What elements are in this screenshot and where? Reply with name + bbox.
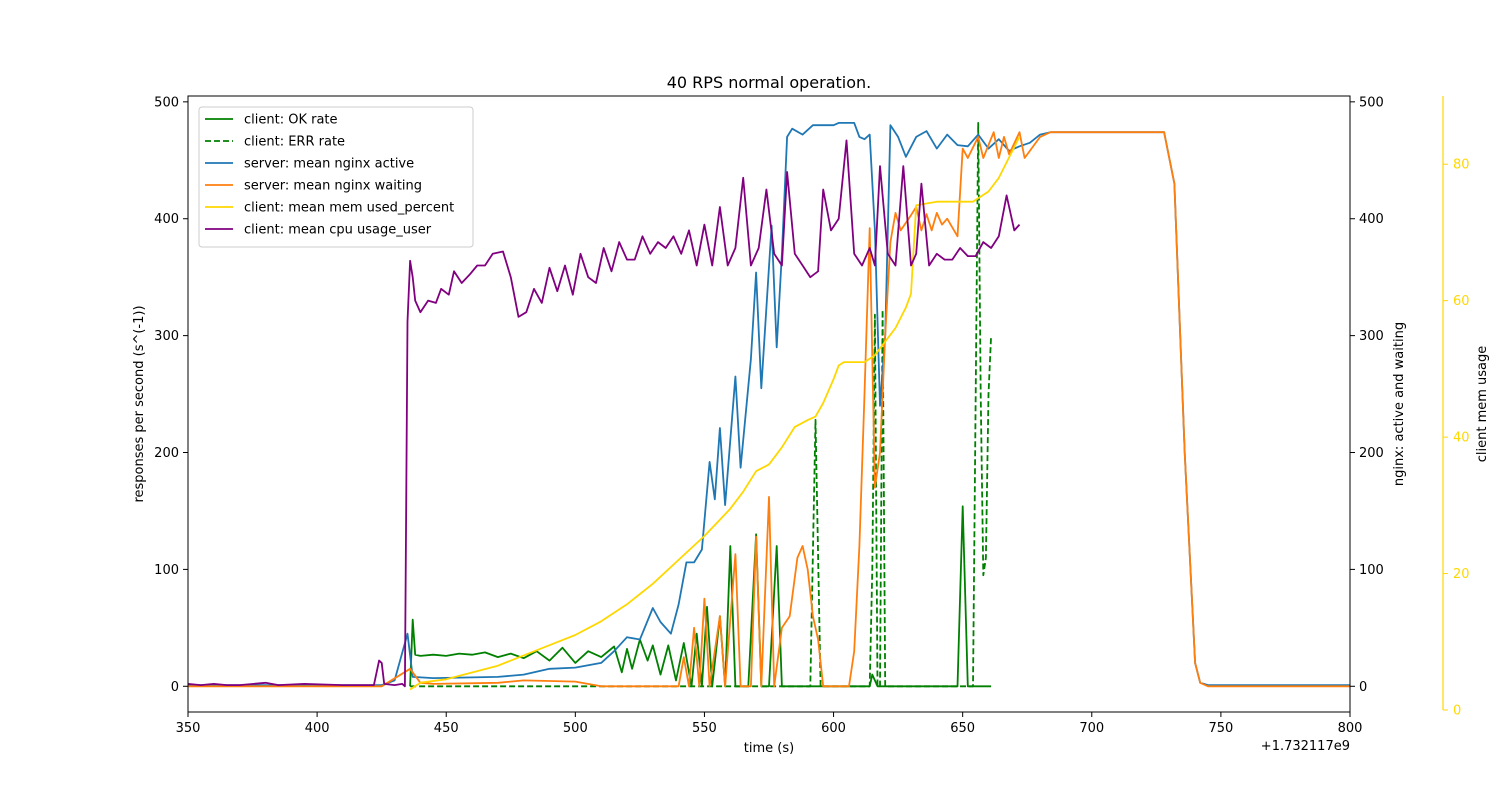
mem-tick-label: 80 <box>1453 158 1470 173</box>
series-line-3 <box>188 131 1350 688</box>
x-tick-label: 750 <box>1208 721 1233 736</box>
legend-label: client: ERR rate <box>244 135 345 150</box>
chart-title: 40 RPS normal operation. <box>667 73 872 92</box>
series-line-2 <box>188 122 1350 686</box>
x-tick-label: 700 <box>1079 721 1104 736</box>
legend-label: client: OK rate <box>244 113 338 128</box>
right-tick-label: 100 <box>1359 563 1384 578</box>
left-tick-label: 200 <box>154 446 179 461</box>
x-tick-label: 400 <box>305 721 330 736</box>
legend-box <box>198 106 474 248</box>
x-tick-label: 350 <box>176 721 201 736</box>
x-tick-label: 550 <box>692 721 717 736</box>
x-offset-label: +1.732117e9 <box>1261 739 1350 754</box>
right-tick-label: 300 <box>1359 329 1384 344</box>
series-line-4 <box>409 136 1021 691</box>
right-tick-label: 500 <box>1359 95 1384 110</box>
mem-tick-label: 60 <box>1453 294 1470 309</box>
right-tick-label: 200 <box>1359 446 1384 461</box>
axis-layer: 350 400 450 500 550 600 650 700 750 8000100200300… <box>154 95 1469 736</box>
series-line-1 <box>410 122 992 688</box>
x-tick-label: 450 <box>434 721 459 736</box>
series-line-5 <box>187 139 1021 688</box>
x-tick-label: 500 <box>563 721 588 736</box>
left-tick-label: 500 <box>154 95 179 110</box>
legend-label: client: mean mem used_percent <box>244 201 454 216</box>
legend-label: server: mean nginx active <box>244 157 414 172</box>
plot-frame <box>187 95 1351 713</box>
left-tick-label: 400 <box>154 212 179 227</box>
x-tick-label: 650 <box>950 721 975 736</box>
right-axis-label: nginx: active and waiting <box>1392 322 1407 486</box>
legend-label: server: mean nginx waiting <box>244 179 422 194</box>
legend-label: client: mean cpu usage_user <box>244 223 432 238</box>
x-axis-label: time (s) <box>744 741 794 756</box>
right-tick-label: 400 <box>1359 212 1384 227</box>
mem-axis-label: client mem usage <box>1475 346 1490 463</box>
x-tick-label: 800 <box>1338 721 1363 736</box>
left-tick-label: 100 <box>154 563 179 578</box>
legend: client: OK rate client: ERR rate server: m… <box>198 106 474 248</box>
left-tick-label: 300 <box>154 329 179 344</box>
right-tick-label: 0 <box>1359 680 1367 695</box>
series-layer <box>187 122 1350 691</box>
mem-tick-label: 0 <box>1453 704 1461 719</box>
left-tick-label: 0 <box>171 680 179 695</box>
mem-tick-label: 40 <box>1453 431 1470 446</box>
left-axis-label: responses per second (s^(-1)) <box>132 305 147 502</box>
mem-tick-label: 20 <box>1453 567 1470 582</box>
x-tick-label: 600 <box>821 721 846 736</box>
